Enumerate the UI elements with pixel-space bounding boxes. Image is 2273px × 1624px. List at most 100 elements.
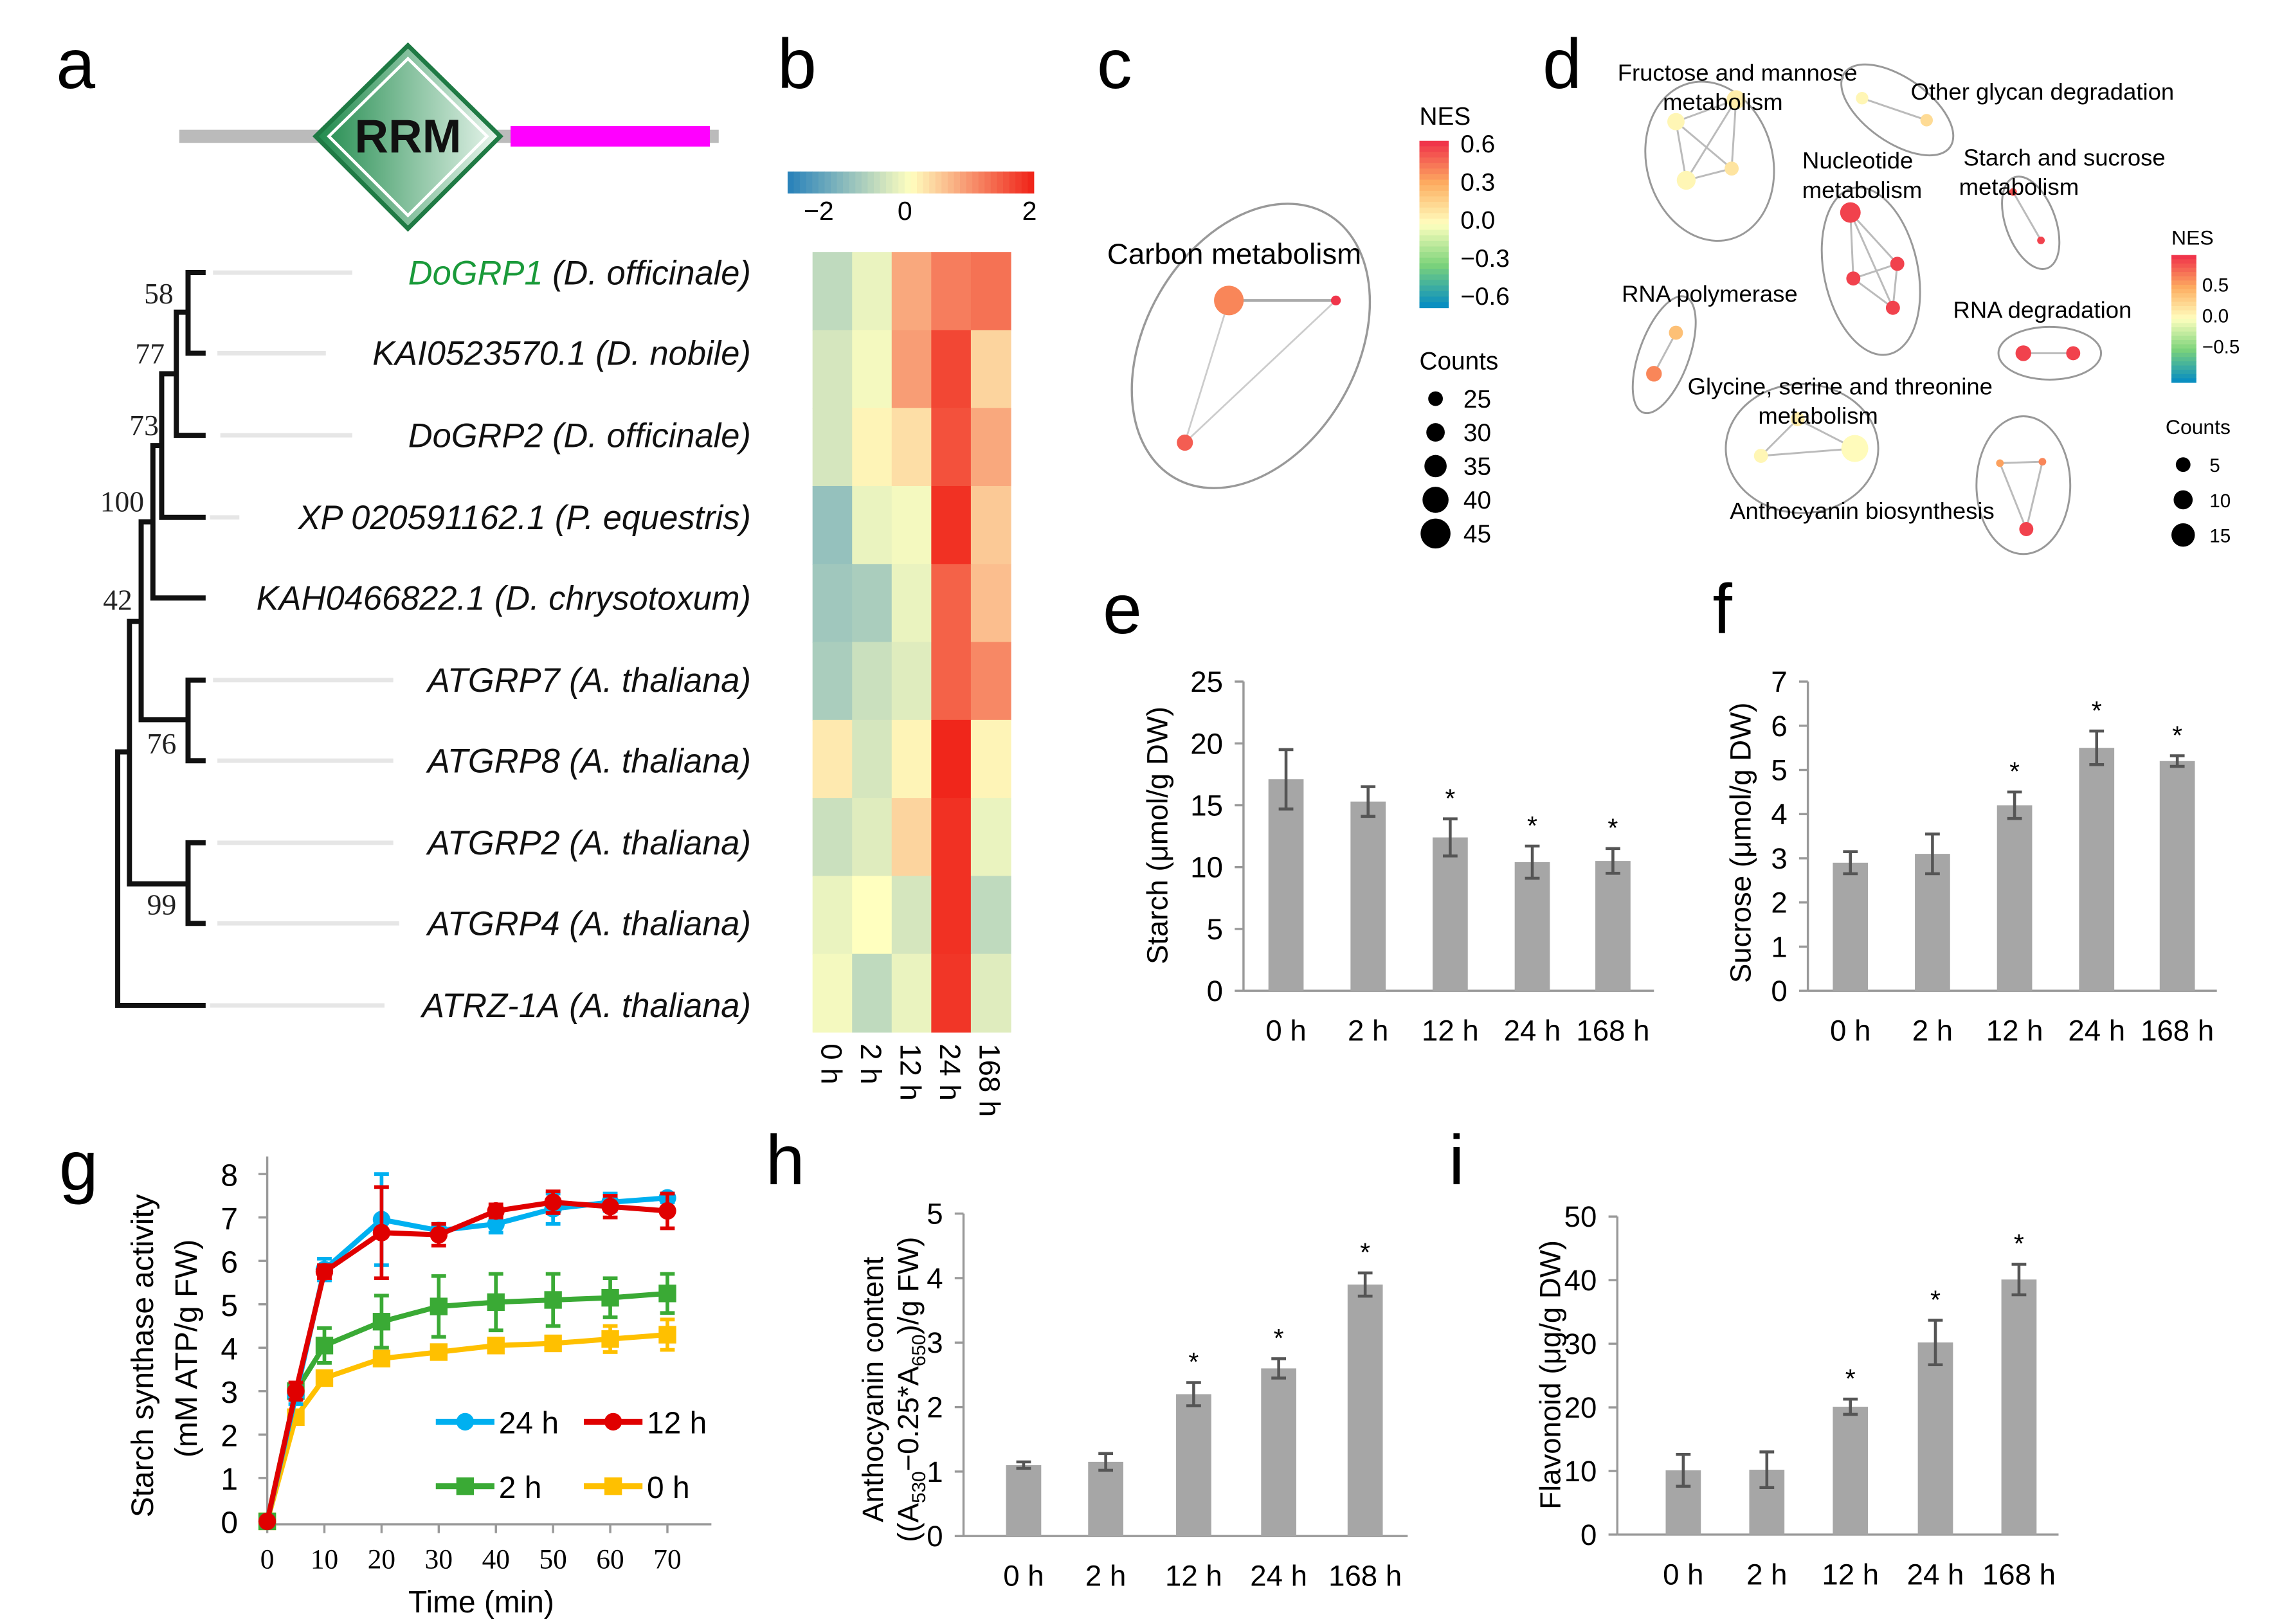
series-line xyxy=(264,1195,668,1522)
heatmap-cell xyxy=(891,798,932,877)
heatmap-cell xyxy=(852,642,892,721)
rrm-domain-inner xyxy=(327,56,489,218)
heatmap-cell xyxy=(852,330,892,409)
heatmap-cell xyxy=(852,953,892,1033)
nes-colorbar-segment xyxy=(2171,302,2196,307)
heatmap-colorbar xyxy=(787,171,1035,194)
nes-legend-tick: 0.0 xyxy=(2202,306,2229,327)
bar xyxy=(1997,805,2033,991)
network-edge xyxy=(1761,447,1855,457)
y-tick-label: 0 xyxy=(1580,1519,1597,1551)
y-tick-label: 20 xyxy=(1190,727,1223,760)
colorbar-segment xyxy=(1015,171,1022,194)
nes-colorbar-segment xyxy=(2171,352,2196,357)
x-tick-label: 168 h xyxy=(1982,1558,2056,1591)
nes-colorbar-segment xyxy=(1419,230,1449,236)
significance-mark: * xyxy=(1274,1323,1284,1353)
heatmap-cell xyxy=(852,564,892,643)
tree-branch xyxy=(115,749,206,1008)
tree-branch xyxy=(185,270,206,356)
x-tick-label: 24 h xyxy=(2068,1015,2125,1047)
nes-colorbar-segment xyxy=(2171,263,2196,268)
colorbar-segment xyxy=(837,171,844,194)
network-edge xyxy=(1861,97,1927,122)
data-point xyxy=(601,1330,619,1348)
colorbar-segment xyxy=(855,171,862,194)
x-tick-label: 0 h xyxy=(1830,1015,1870,1047)
panel-f-sucrose-bar-chart: 0 1 2 3 4 5 6 7 0 h 2 h * 12 h * 24 h * 168 h Sucrose (μ… xyxy=(1725,665,2217,1047)
panel-label-d: d xyxy=(1543,25,1582,104)
network-edge xyxy=(1892,264,1899,308)
nes-colorbar-segment xyxy=(2171,255,2196,260)
network-edge xyxy=(1675,121,1687,181)
nes-colorbar-segment xyxy=(2171,310,2196,315)
x-tick-label: 24 h xyxy=(1504,1015,1561,1047)
data-point xyxy=(601,1198,619,1216)
heatmap-cell xyxy=(891,876,932,955)
y-tick-label: 4 xyxy=(221,1332,238,1366)
panel-d-network: Fructose and mannose metabolism Other glyc… xyxy=(1618,59,2240,555)
significance-mark: * xyxy=(1607,813,1618,843)
nes-legend-tick: −0.5 xyxy=(2202,336,2240,357)
y-tick-label: 10 xyxy=(1564,1455,1597,1488)
x-tick-label: 60 xyxy=(596,1544,624,1574)
tree-branch xyxy=(174,309,206,438)
y-tick-label: 7 xyxy=(221,1202,238,1236)
x-tick-label: 2 h xyxy=(1085,1560,1126,1592)
x-tick-label: 20 xyxy=(368,1544,395,1574)
counts-legend-title: Counts xyxy=(2166,415,2231,438)
colorbar-segment xyxy=(997,171,1004,194)
nes-colorbar-segment xyxy=(1419,302,1449,309)
heatmap-cell xyxy=(931,564,972,643)
nes-colorbar-segment xyxy=(2171,327,2196,332)
colorbar-segment xyxy=(916,171,924,194)
heatmap-cell xyxy=(852,485,892,565)
counts-legend-dot xyxy=(1428,391,1443,406)
heatmap-cell xyxy=(931,485,972,565)
network-node xyxy=(2009,188,2017,196)
nes-colorbar-segment xyxy=(2171,293,2196,298)
colorbar-segment xyxy=(923,171,930,194)
nes-colorbar-segment xyxy=(1419,240,1449,247)
heatmap-column-label: 12 h xyxy=(894,1043,927,1101)
data-point xyxy=(658,1202,676,1220)
heatmap-cell xyxy=(812,564,853,643)
network-edge xyxy=(1675,121,1733,170)
colorbar-segment xyxy=(898,171,905,194)
x-tick-label: 24 h xyxy=(1250,1560,1307,1592)
nes-colorbar-segment xyxy=(1419,168,1449,175)
nes-legend-title: NES xyxy=(1419,103,1471,131)
heatmap-cell xyxy=(852,719,892,799)
network-node xyxy=(1790,412,1805,426)
network-node xyxy=(1996,459,2004,467)
group-label-line: metabolism xyxy=(1802,177,1922,203)
nes-legend-title: NES xyxy=(2171,226,2214,249)
species-name: (A. thaliana) xyxy=(560,825,751,862)
y-axis-label-units: (mM ATP/g FW) xyxy=(170,1240,204,1457)
data-point xyxy=(430,1297,448,1315)
heatmap-cell xyxy=(812,642,853,721)
counts-legend-value: 15 xyxy=(2209,526,2231,547)
x-tick-label: 168 h xyxy=(1576,1015,1649,1047)
colorbar-segment xyxy=(861,171,868,194)
counts-legend-dot xyxy=(2173,490,2193,510)
gene-name: DoGRP2 xyxy=(408,417,543,455)
bar xyxy=(2079,748,2115,991)
network-group: Nucleotide metabolism xyxy=(1802,147,1922,356)
y-tick-label: 1 xyxy=(221,1463,238,1497)
legend-label: 2 h xyxy=(499,1471,542,1505)
rrm-domain-diamond xyxy=(312,42,503,232)
y-tick-label: 30 xyxy=(1564,1328,1597,1360)
group-label-line: metabolism xyxy=(1663,89,1782,115)
heatmap-cell xyxy=(931,876,972,955)
colorbar-segment xyxy=(929,171,936,194)
significance-mark: * xyxy=(1930,1285,1941,1314)
counts-legend-value: 30 xyxy=(1463,419,1491,447)
y-tick-label: 1 xyxy=(1771,930,1787,963)
colorbar-segment xyxy=(824,171,831,194)
significance-mark: * xyxy=(2172,720,2182,750)
nes-colorbar-segment xyxy=(2171,361,2196,366)
y-axis-label: Starch (μmol/g DW) xyxy=(1141,707,1173,964)
nes-colorbar-segment xyxy=(1419,185,1449,192)
group-label-line: Starch and sucrose xyxy=(1963,145,2165,171)
